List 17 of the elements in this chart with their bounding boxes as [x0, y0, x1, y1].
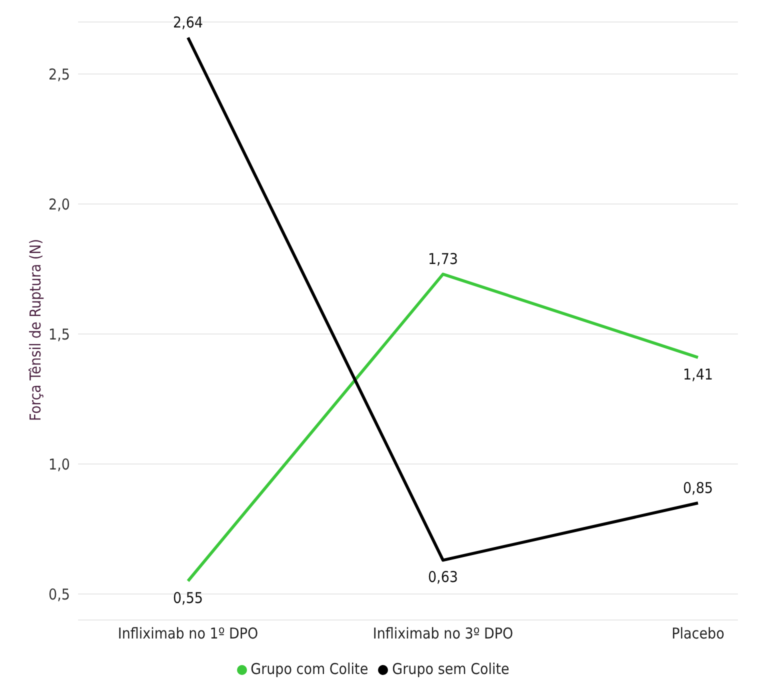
y-tick-label: 1,5: [48, 325, 70, 344]
y-axis-title: Força Tênsil de Ruptura (N): [26, 238, 44, 421]
y-tick-label: 1,0: [48, 455, 70, 474]
y-tick-label: 2,0: [48, 195, 70, 214]
y-tick-label: 2,5: [48, 65, 70, 84]
data-label: 0,63: [428, 568, 458, 586]
data-label: 2,64: [172, 14, 204, 32]
legend-label: Grupo sem Colite: [392, 660, 510, 678]
x-tick-label: Infliximab no 1º DPO: [118, 624, 258, 643]
data-label: 1,73: [428, 250, 458, 268]
data-label: 0,55: [172, 589, 204, 607]
y-tick-label: 0,5: [48, 585, 70, 604]
x-tick-label: Infliximab no 3º DPO: [372, 624, 514, 643]
x-tick-label: Placebo: [672, 624, 724, 643]
data-label: 1,41: [682, 365, 714, 384]
legend-label: Grupo com Colite: [250, 660, 368, 678]
data-label: 0,85: [682, 479, 714, 497]
